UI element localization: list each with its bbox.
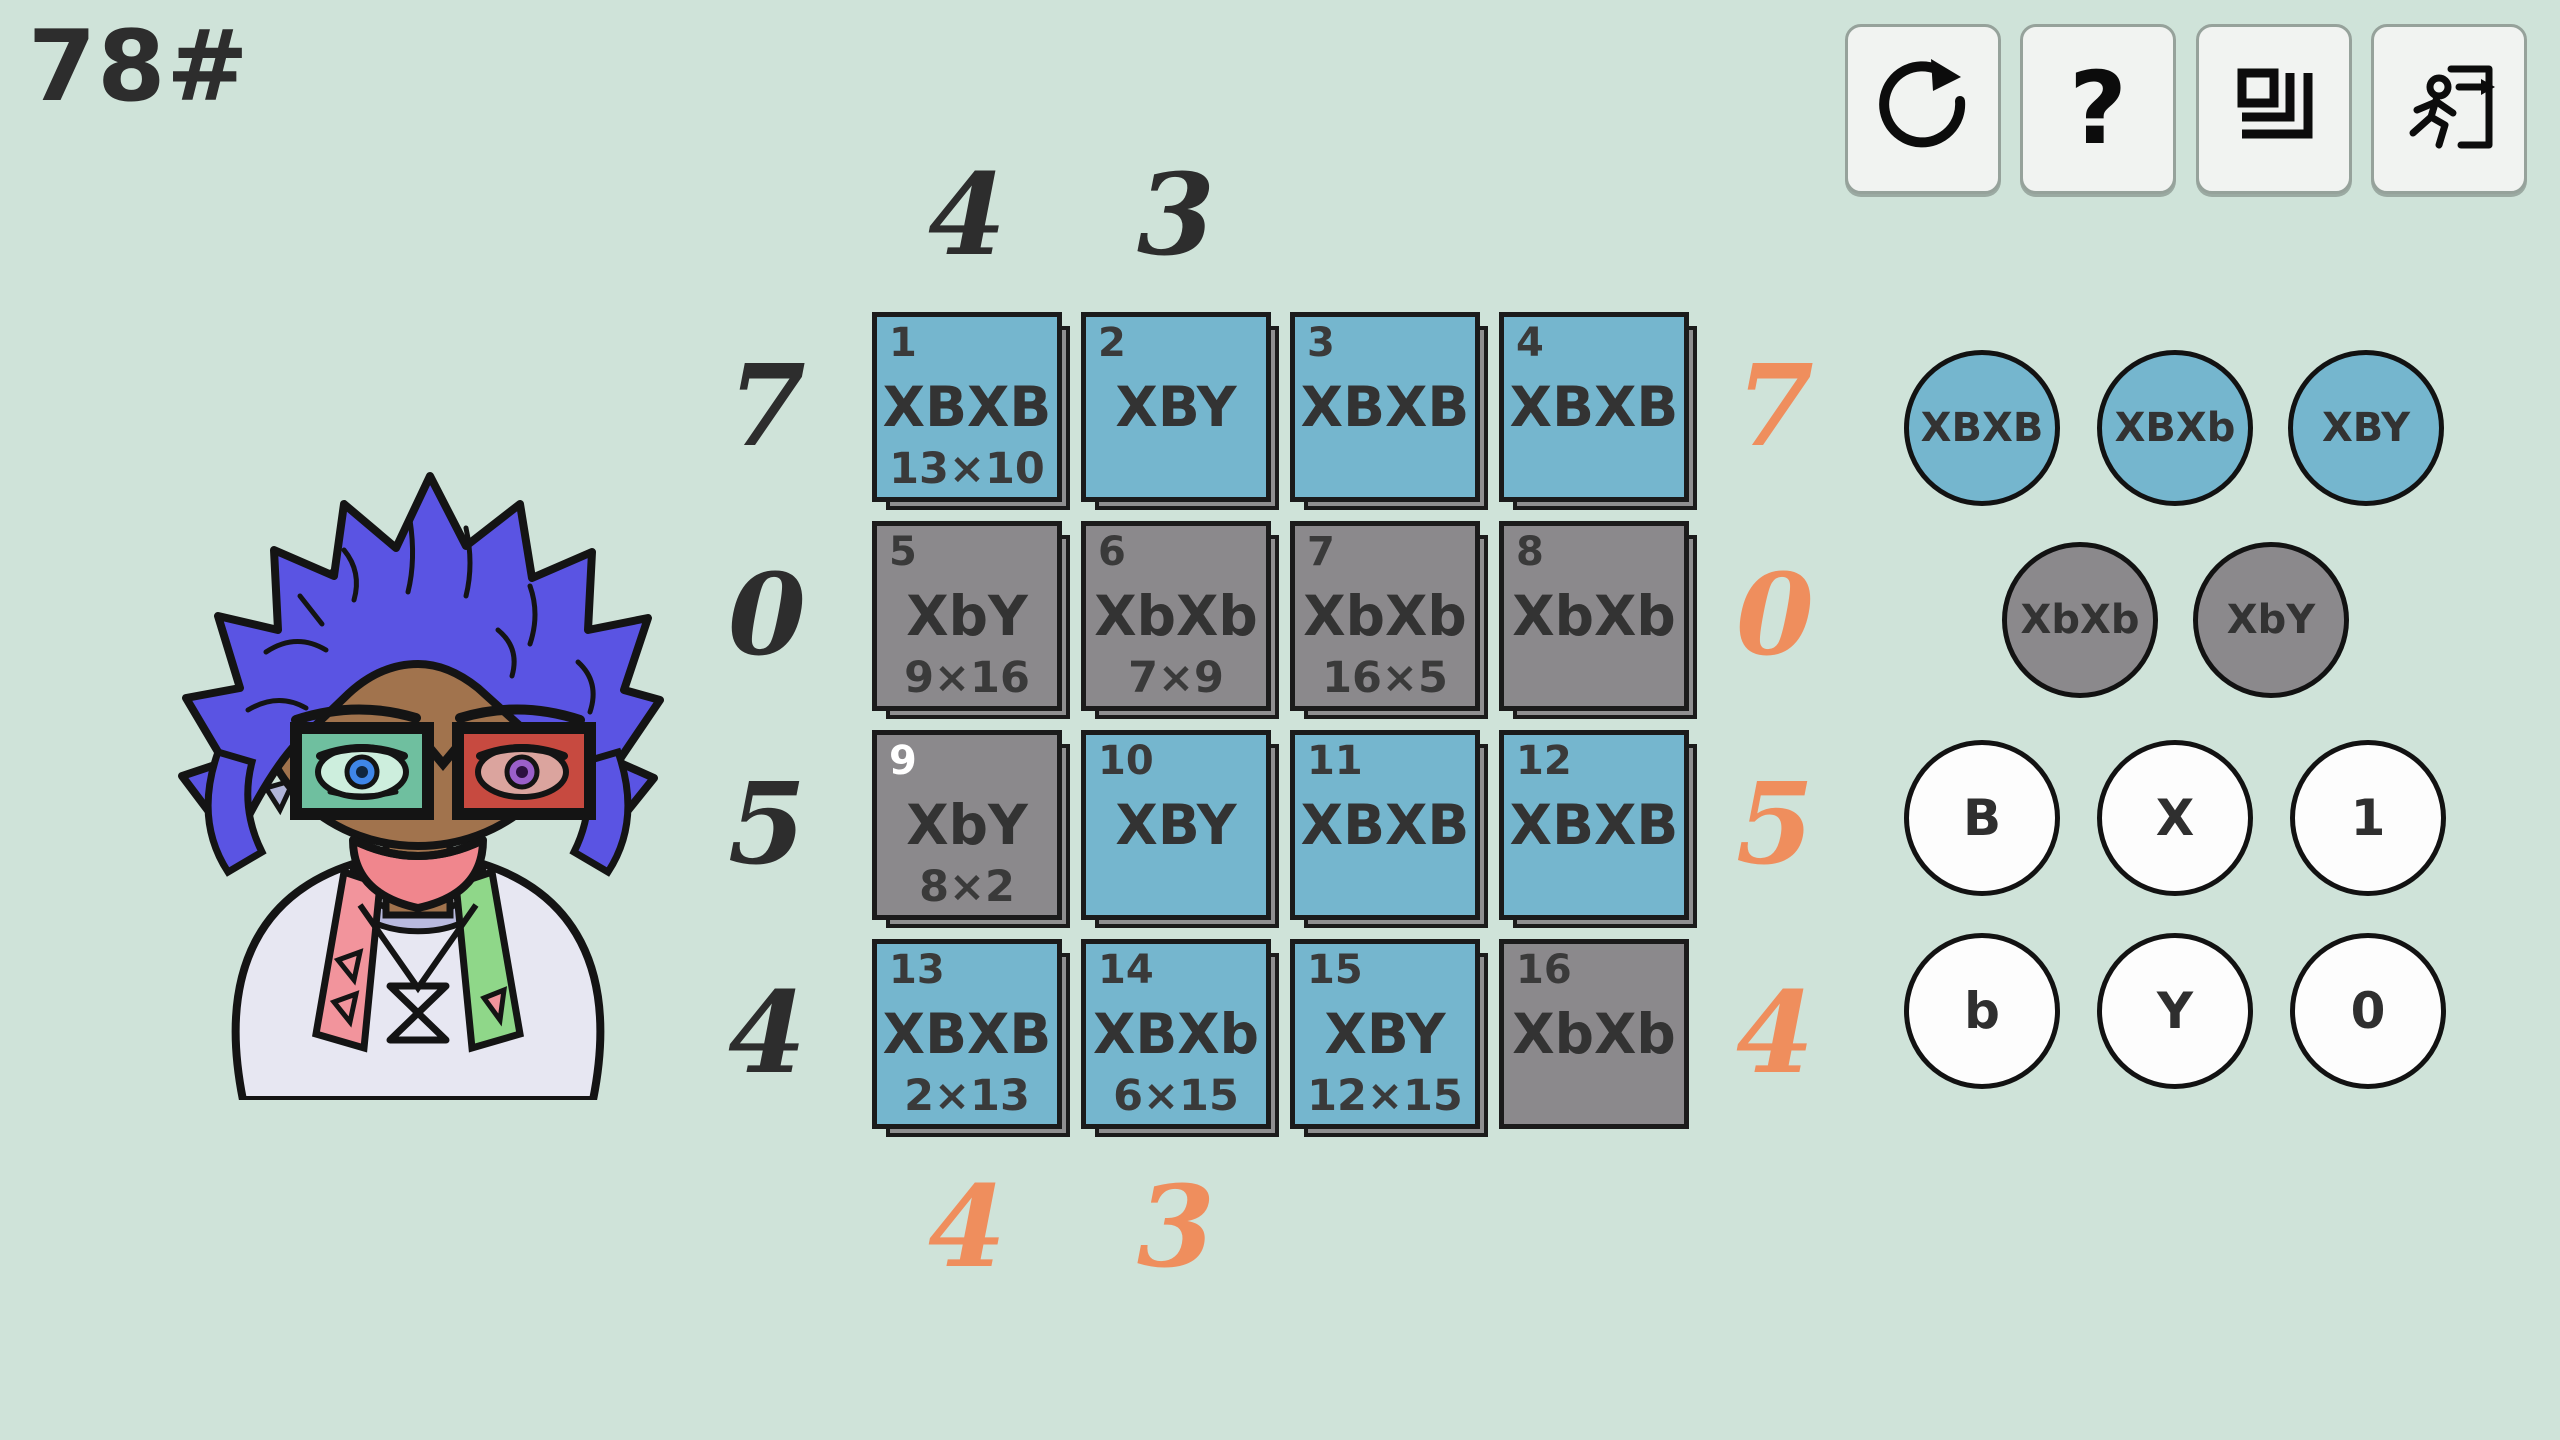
cell-number: 5 bbox=[889, 529, 917, 575]
cell-genotype-label: XBY bbox=[1115, 792, 1237, 857]
cell-number: 1 bbox=[889, 320, 917, 366]
cell-genotype-label: XBXB bbox=[882, 1001, 1052, 1066]
restart-button[interactable] bbox=[1845, 24, 2001, 194]
cell-number: 6 bbox=[1098, 529, 1126, 575]
allele-option-X[interactable]: X bbox=[2097, 740, 2253, 896]
grid-cell-9[interactable]: 9 XbY 8×2 bbox=[872, 730, 1070, 928]
genotype-option-XbY[interactable]: XbY bbox=[2193, 542, 2349, 698]
grid-cell-14[interactable]: 14 XBXb 6×15 bbox=[1081, 939, 1279, 1137]
genotype-option-XBXb[interactable]: XBXb bbox=[2097, 350, 2253, 506]
cell-number: 3 bbox=[1307, 320, 1335, 366]
cell-number: 7 bbox=[1307, 529, 1335, 575]
row-clue-right-3: 5 bbox=[1736, 759, 1814, 890]
cell-number: 4 bbox=[1516, 320, 1544, 366]
cell-genotype-label: XbXb bbox=[1512, 583, 1676, 648]
allele-option-1[interactable]: 1 bbox=[2290, 740, 2446, 896]
help-button[interactable]: ? bbox=[2020, 24, 2176, 194]
grid-cell-16[interactable]: 16 XbXb bbox=[1499, 939, 1689, 1129]
allele-option-b[interactable]: b bbox=[1904, 933, 2060, 1089]
cell-cross-label: 13×10 bbox=[889, 443, 1045, 494]
grid-cell-2[interactable]: 2 XBY bbox=[1081, 312, 1279, 510]
grid-cell-15[interactable]: 15 XBY 12×15 bbox=[1290, 939, 1488, 1137]
grid-cell-8[interactable]: 8 XbXb bbox=[1499, 521, 1697, 719]
grid-cell-13[interactable]: 13 XBXB 2×13 bbox=[872, 939, 1070, 1137]
cell-number: 11 bbox=[1307, 738, 1363, 784]
grid-cell-12[interactable]: 12 XBXB bbox=[1499, 730, 1697, 928]
grid-cell-6[interactable]: 6 XbXb 7×9 bbox=[1081, 521, 1279, 719]
cell-genotype-label: XBY bbox=[1115, 374, 1237, 439]
cell-genotype-label: XBXB bbox=[1300, 374, 1470, 439]
cell-number: 15 bbox=[1307, 947, 1363, 993]
exit-button[interactable] bbox=[2371, 24, 2527, 194]
genotype-option-XBXB[interactable]: XBXB bbox=[1904, 350, 2060, 506]
cell-number: 12 bbox=[1516, 738, 1572, 784]
cell-genotype-label: XbXb bbox=[1303, 583, 1467, 648]
genotype-option-XbXb[interactable]: XbXb bbox=[2002, 542, 2158, 698]
row-clue-left-4: 4 bbox=[728, 968, 806, 1099]
cell-genotype-label: XBXB bbox=[1300, 792, 1470, 857]
cell-genotype-label: XbXb bbox=[1512, 1001, 1676, 1066]
grid-cell-10[interactable]: 10 XBY bbox=[1081, 730, 1279, 928]
grid-cell-4[interactable]: 4 XBXB bbox=[1499, 312, 1697, 510]
cell-genotype-label: XBXB bbox=[1509, 374, 1679, 439]
genotype-option-XBY[interactable]: XBY bbox=[2288, 350, 2444, 506]
row-clue-right-2: 0 bbox=[1736, 550, 1814, 681]
cell-number: 10 bbox=[1098, 738, 1154, 784]
cell-number: 16 bbox=[1516, 947, 1572, 993]
cell-number: 14 bbox=[1098, 947, 1154, 993]
cell-genotype-label: XBXB bbox=[1509, 792, 1679, 857]
allele-option-B[interactable]: B bbox=[1904, 740, 2060, 896]
cell-cross-label: 12×15 bbox=[1307, 1070, 1463, 1121]
cell-cross-label: 6×15 bbox=[1113, 1070, 1239, 1121]
row-clue-left-1: 7 bbox=[728, 341, 806, 472]
question-mark-icon: ? bbox=[2068, 50, 2127, 167]
row-clue-left-3: 5 bbox=[728, 759, 806, 890]
cell-genotype-label: XBXb bbox=[1092, 1001, 1260, 1066]
allele-option-Y[interactable]: Y bbox=[2097, 933, 2253, 1089]
cell-genotype-label: XBY bbox=[1324, 1001, 1446, 1066]
cell-genotype-label: XBXB bbox=[882, 374, 1052, 439]
grid-cell-3[interactable]: 3 XBXB bbox=[1290, 312, 1488, 510]
row-clue-left-2: 0 bbox=[728, 550, 806, 681]
save-button[interactable] bbox=[2196, 24, 2352, 194]
grid-cell-7[interactable]: 7 XbXb 16×5 bbox=[1290, 521, 1488, 719]
cell-cross-label: 2×13 bbox=[904, 1070, 1030, 1121]
refresh-icon bbox=[1873, 57, 1973, 161]
cell-number: 13 bbox=[889, 947, 945, 993]
levels-icon bbox=[2224, 57, 2324, 161]
avatar bbox=[148, 400, 693, 1104]
row-clue-right-1: 7 bbox=[1736, 341, 1814, 472]
level-title: 78# bbox=[28, 10, 250, 124]
col-clue-top-1: 4 bbox=[928, 150, 1006, 281]
cell-cross-label: 8×2 bbox=[919, 861, 1015, 912]
grid-cell-5[interactable]: 5 XbY 9×16 bbox=[872, 521, 1070, 719]
cell-number: 2 bbox=[1098, 320, 1126, 366]
grid-cell-11[interactable]: 11 XBXB bbox=[1290, 730, 1488, 928]
col-clue-bottom-1: 4 bbox=[928, 1162, 1006, 1293]
exit-icon bbox=[2399, 57, 2499, 161]
allele-option-0[interactable]: 0 bbox=[2290, 933, 2446, 1089]
col-clue-bottom-2: 3 bbox=[1137, 1162, 1215, 1293]
row-clue-right-4: 4 bbox=[1736, 968, 1814, 1099]
col-clue-top-2: 3 bbox=[1137, 150, 1215, 281]
grid-cell-1[interactable]: 1 XBXB 13×10 bbox=[872, 312, 1070, 510]
cell-genotype-label: XbY bbox=[906, 792, 1028, 857]
cell-cross-label: 7×9 bbox=[1128, 652, 1224, 703]
cell-number: 8 bbox=[1516, 529, 1544, 575]
cell-cross-label: 16×5 bbox=[1322, 652, 1448, 703]
cell-genotype-label: XbXb bbox=[1094, 583, 1258, 648]
cell-number: 9 bbox=[889, 738, 917, 784]
cell-cross-label: 9×16 bbox=[904, 652, 1030, 703]
cell-genotype-label: XbY bbox=[906, 583, 1028, 648]
